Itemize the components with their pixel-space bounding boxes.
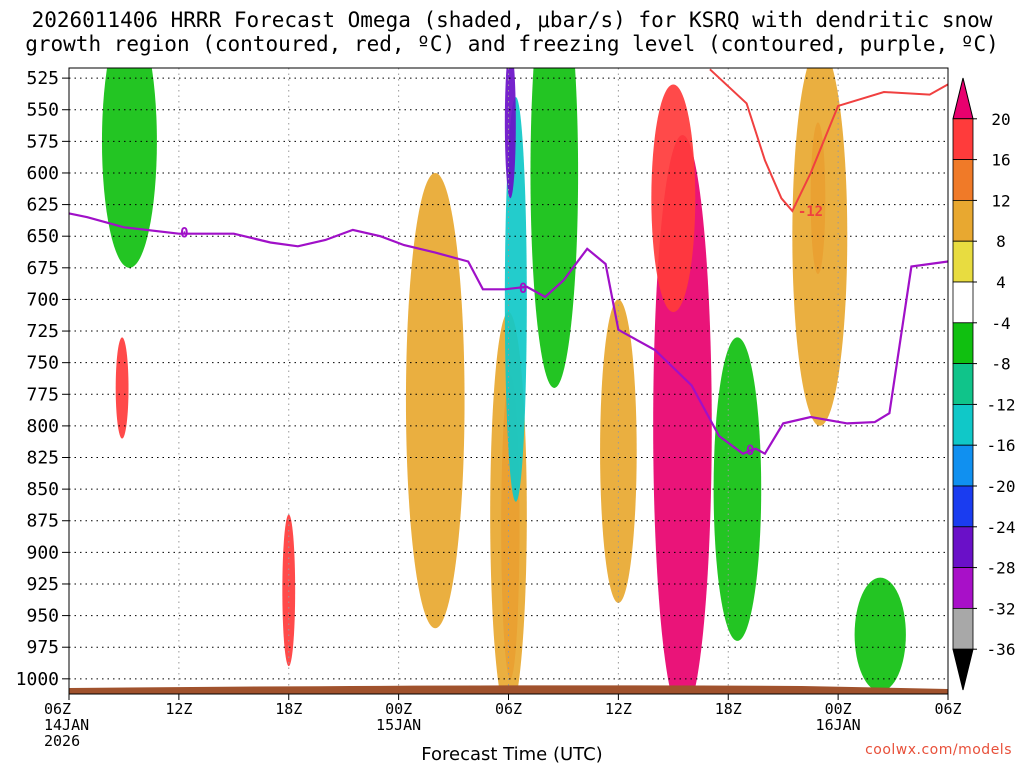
y-tick-label: 675 [26,258,59,279]
source-credit: coolwx.com/models [865,742,1012,758]
colorbar-label: -24 [987,518,1016,537]
dgz-contour-line [709,68,948,213]
y-tick-label: 975 [26,637,59,658]
omega-region-16 [651,84,696,313]
chart-title-line2: growth region (contoured, red, ºC) and f… [25,32,999,56]
colorbar-label: 20 [991,110,1010,129]
colorbar-label: 16 [991,151,1010,170]
x-tick-label: 12Z [605,700,632,718]
x-tick-label: 06Z [44,700,71,718]
y-tick-label: 875 [26,511,59,532]
gridlines [68,68,949,694]
x-tick-label: 06Z [934,700,961,718]
colorbar-label: 8 [996,232,1006,251]
freezing-level-line [69,212,948,456]
colorbar-swatch [952,648,974,691]
colorbar-swatch [952,281,974,324]
colorbar-label: -32 [987,599,1016,618]
colorbar-swatch [952,608,974,650]
omega-region-neg8 [101,68,157,268]
y-tick-label: 750 [26,353,59,374]
terrain-band [69,685,948,694]
y-tick-label: 650 [26,226,59,247]
colorbar-label: -20 [987,477,1016,496]
x-axis-label: Forecast Time (UTC) [421,744,603,765]
omega-region-16 [282,514,296,667]
y-tick-label: 825 [26,448,59,469]
terrain-fill [69,685,948,694]
freezing-level-label: 0 [180,225,188,241]
colorbar-swatch [952,403,974,446]
dgz-contour-label: -12 [798,204,823,220]
colorbar: 20 16 12 8 4 -4 -8 -12 -16 -20 -24 -28 -32 -36 [952,77,1016,691]
x-tick-label: 15JAN [376,716,421,734]
colorbar-swatch [952,485,974,528]
colorbar-swatch [952,118,974,161]
colorbar-swatch [952,567,974,609]
colorbar-swatch [952,240,974,283]
colorbar-label: -36 [987,640,1016,659]
omega-region-8 [600,299,637,603]
y-tick-label: 1000 [16,669,59,690]
y-tick-label: 900 [26,542,59,563]
colorbar-label: 12 [991,191,1010,210]
colorbar-label: -12 [987,395,1016,414]
omega-region-neg8 [713,337,762,641]
colorbar-label: 4 [996,273,1006,292]
omega-region-16 [115,337,129,439]
colorbar-swatch [952,159,974,201]
colorbar-swatch [952,199,974,242]
x-tick-label: 18Z [275,700,302,718]
x-tick-label: 18Z [715,700,742,718]
y-tick-label: 950 [26,606,59,627]
y-tick-label: 700 [26,289,59,310]
x-tick-label: 16JAN [816,716,861,734]
freezing-level-label: 0 [746,443,754,459]
colorbar-swatch [952,363,974,405]
y-tick-label: 850 [26,479,59,500]
x-tick-label: 2026 [44,732,80,750]
x-tick-label: 06Z [495,700,522,718]
y-tick-label: 525 [26,68,59,89]
colorbar-label: -8 [991,355,1010,374]
contours: -12 0 0 0 [69,68,948,459]
colorbar-swatch [952,526,974,568]
y-tick-label: 625 [26,195,59,216]
y-tick-label: 600 [26,163,59,184]
colorbar-label: -28 [987,559,1016,578]
x-tick-label: 14JAN [44,716,89,734]
omega-region-8 [405,172,465,629]
x-tick-label: 00Z [385,700,412,718]
omega-region-8 [792,68,848,426]
chart-title-line1: 2026011406 HRRR Forecast Omega (shaded, … [31,8,993,32]
omega-region-neg8 [854,577,906,692]
y-tick-label: 575 [26,131,59,152]
colorbar-label: -4 [991,314,1010,333]
y-tick-label: 725 [26,321,59,342]
x-tick-label: 00Z [825,700,852,718]
x-tick-label: 12Z [165,700,192,718]
axes: 525 550 575 600 625 650 675 700 725 750 775 800 825 8… [16,67,962,750]
omega-region-neg28 [504,68,516,199]
omega-shading [101,68,906,694]
y-tick-label: 550 [26,100,59,121]
y-tick-label: 800 [26,416,59,437]
colorbar-swatch [952,444,974,487]
y-tick-label: 925 [26,574,59,595]
colorbar-label: -16 [987,436,1016,455]
y-tick-label: 775 [26,384,59,405]
colorbar-swatch [952,322,974,364]
colorbar-swatch [952,77,974,120]
omega-region-neg8 [530,68,579,388]
freezing-level-label: 0 [519,281,527,297]
